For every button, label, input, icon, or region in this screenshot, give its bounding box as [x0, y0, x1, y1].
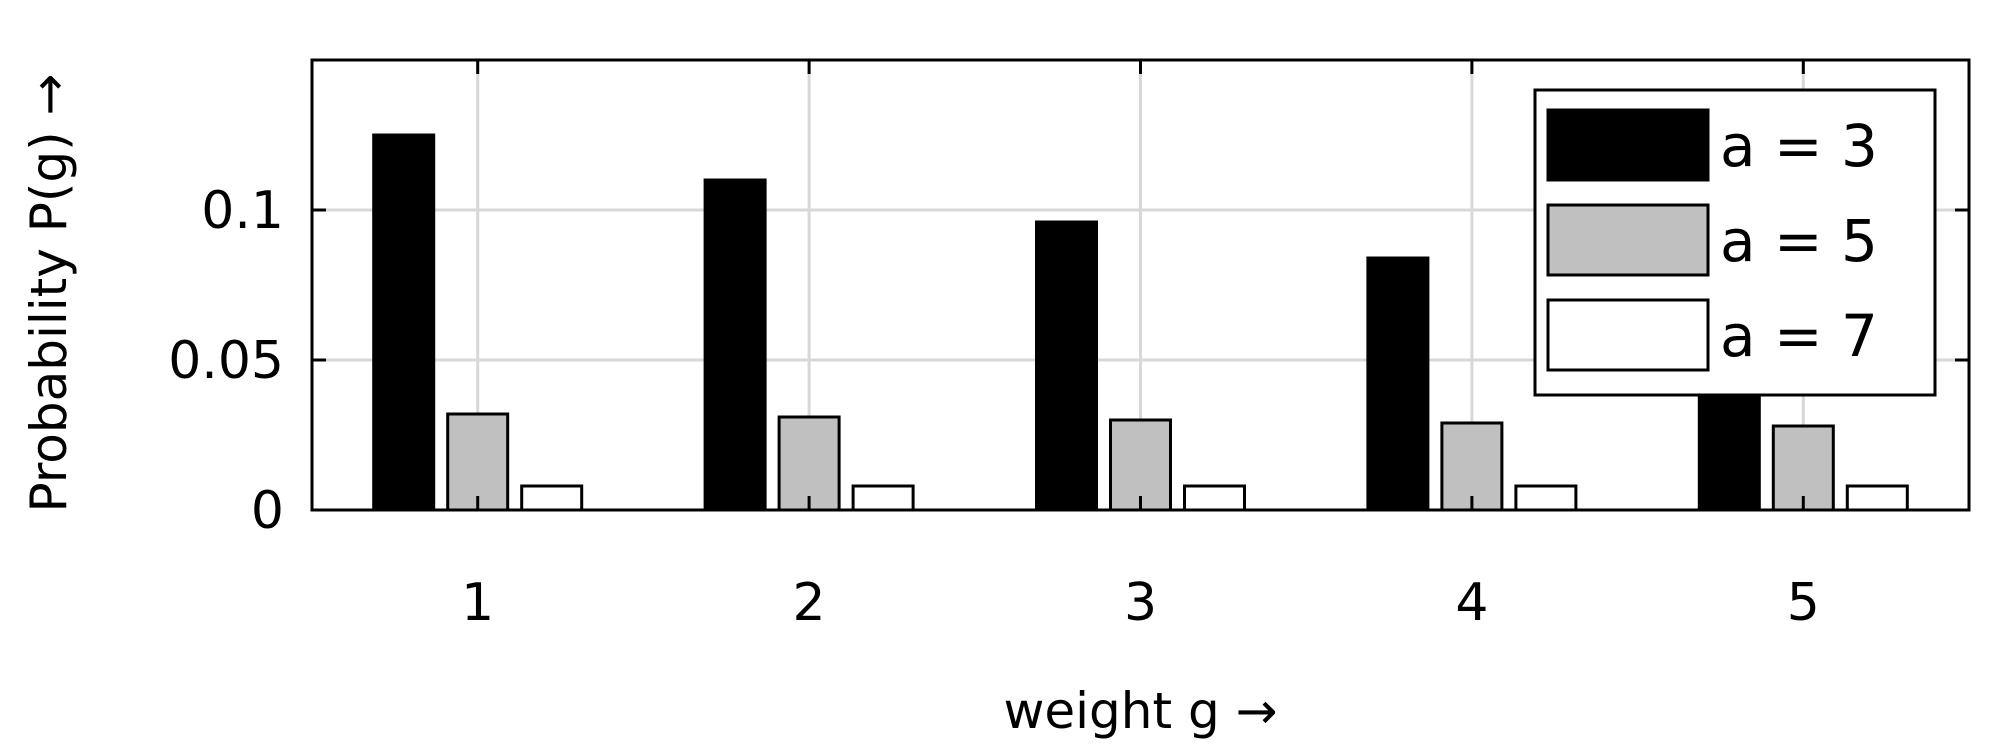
bar-series-1-cat-4: [1366, 256, 1430, 512]
legend-swatch-2: [1546, 203, 1710, 277]
x-axis-tick-labels: 1 2 3 4 5: [461, 573, 1820, 633]
y-tick-label: 0: [251, 481, 284, 541]
bar-series-2-cat-1: [446, 412, 510, 512]
legend-swatch-3: [1546, 298, 1710, 372]
x-tick-label: 2: [793, 573, 826, 633]
y-tick-label: 0.05: [168, 331, 284, 391]
y-axis-label: Probability P(g) →: [20, 74, 78, 513]
legend-label-3: a = 7: [1720, 302, 1878, 370]
bar-series-1-cat-1: [372, 133, 436, 512]
x-axis-label: weight g →: [1004, 682, 1278, 740]
legend-label-1: a = 3: [1720, 112, 1878, 180]
y-tick-label: 0.1: [201, 181, 284, 241]
x-tick-label: 4: [1455, 573, 1488, 633]
bar-series-2-cat-2: [777, 415, 841, 512]
y-axis-tick-labels: 0 0.05 0.1: [168, 181, 284, 541]
x-tick-label: 1: [461, 573, 494, 633]
legend-swatch-1: [1546, 108, 1710, 182]
bar-series-1-cat-3: [1035, 220, 1098, 512]
tick-marks: [312, 60, 1969, 512]
x-tick-label: 3: [1124, 573, 1157, 633]
bar-series-3-cat-5: [1845, 484, 1909, 512]
x-tick-label: 5: [1787, 573, 1820, 633]
legend: a = 3 a = 5 a = 7: [1533, 88, 1937, 397]
bar-series-3-cat-1: [520, 484, 584, 512]
legend-label-2: a = 5: [1720, 207, 1878, 275]
bar-series-1-cat-2: [703, 178, 767, 512]
bar-series-3-cat-4: [1514, 484, 1578, 512]
bar-series-3-cat-2: [851, 484, 915, 512]
bar-series-2-cat-3: [1109, 418, 1172, 512]
bar-series-3-cat-3: [1183, 484, 1246, 512]
